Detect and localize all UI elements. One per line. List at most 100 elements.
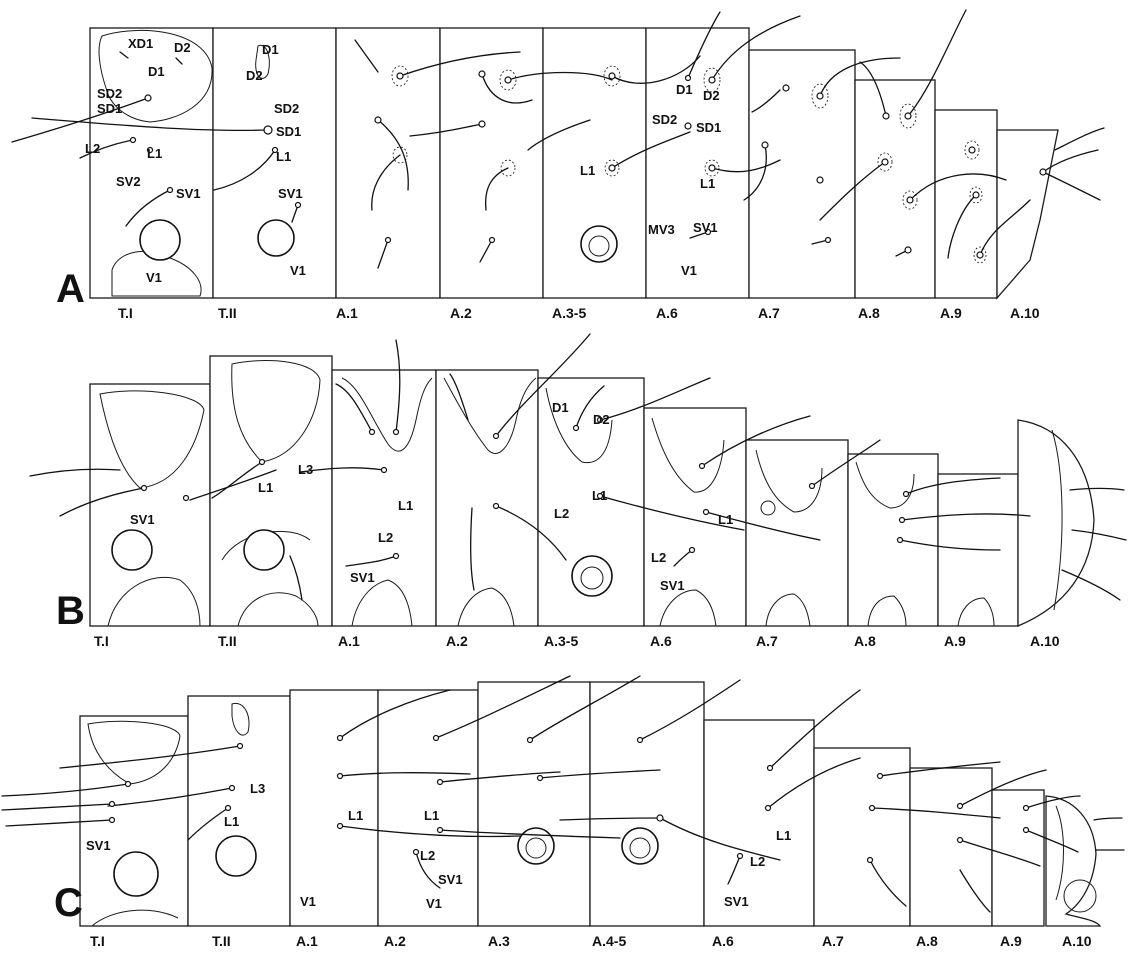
setal-label: SD1 [276, 124, 301, 139]
leg-base [107, 576, 201, 627]
setal-label: L1 [718, 512, 733, 527]
setal-base [504, 76, 512, 84]
seta [439, 771, 561, 783]
pinaculum [969, 186, 983, 204]
setal-base [271, 146, 279, 154]
setal-label: L1 [224, 814, 239, 829]
setal-base [968, 146, 976, 154]
setal-label: L2 [420, 848, 435, 863]
setal-base [384, 236, 392, 244]
setal-base [140, 484, 148, 492]
setal-base [432, 734, 440, 742]
segment-box [435, 369, 539, 627]
pinaculum [877, 152, 893, 172]
segment-label: A.3-5 [544, 633, 578, 649]
segment-label: A.6 [650, 633, 672, 649]
setal-base [1022, 826, 1030, 834]
setal-label: V1 [300, 894, 316, 909]
setal-label: SV1 [693, 220, 718, 235]
setal-label: SV1 [724, 894, 749, 909]
segment-label: A.1 [336, 305, 358, 321]
setal-base [336, 822, 344, 830]
segment-box [909, 767, 993, 927]
spiracle [139, 219, 181, 261]
setal-label: SV1 [176, 186, 201, 201]
setal-base [536, 774, 544, 782]
setal-base [478, 70, 486, 78]
segment-box [1017, 419, 1095, 627]
pinaculum [899, 103, 917, 129]
seta [979, 199, 1031, 256]
segment-label: A.2 [384, 933, 406, 949]
setal-base [146, 146, 154, 154]
segment-label: T.II [218, 633, 237, 649]
setal-base [478, 120, 486, 128]
setal-label: V1 [426, 896, 442, 911]
setal-label: SD2 [97, 86, 122, 101]
seta [811, 439, 881, 487]
setal-base [816, 92, 824, 100]
seta [439, 829, 621, 839]
seta [481, 73, 533, 104]
setal-label: L1 [348, 808, 363, 823]
seta [1061, 569, 1121, 601]
dorsal-outline [755, 449, 823, 513]
seta [959, 869, 991, 913]
seta [335, 383, 373, 433]
seta [1093, 817, 1123, 821]
segment-label: T.I [90, 933, 105, 949]
setal-base [698, 462, 706, 470]
setal-label: L1 [276, 149, 291, 164]
seta [59, 745, 241, 769]
setal-label: D1 [676, 82, 693, 97]
setal-label: V1 [146, 270, 162, 285]
setal-base [224, 804, 232, 812]
segment-label: A.8 [854, 633, 876, 649]
segment-box [745, 439, 849, 627]
setal-base [906, 196, 914, 204]
segment-box [212, 27, 337, 299]
setal-base [904, 246, 912, 254]
spiracle [215, 835, 257, 877]
setal-label: SV1 [438, 872, 463, 887]
setal-label: L1 [592, 488, 607, 503]
segment-label: A.3-5 [552, 305, 586, 321]
segment-box [703, 719, 815, 927]
setal-label: L1 [776, 828, 791, 843]
setal-base [492, 502, 500, 510]
pinaculum [391, 65, 409, 87]
segment-label: A.10 [1010, 305, 1040, 321]
segment-box [813, 747, 911, 927]
setal-label: SV1 [350, 570, 375, 585]
setal-base [902, 490, 910, 498]
seta [575, 385, 605, 429]
segment-box [289, 689, 379, 927]
setal-label: L1 [398, 498, 413, 513]
segment-label: A.7 [756, 633, 778, 649]
pinaculum [760, 500, 776, 516]
segment-box [477, 681, 591, 927]
segment-box [335, 27, 441, 299]
seta [11, 97, 149, 143]
seta [1025, 795, 1081, 809]
spiracle-inner [580, 566, 604, 590]
seta [599, 377, 711, 421]
seta [687, 11, 721, 79]
setal-base [636, 736, 644, 744]
seta [1071, 529, 1127, 541]
segment-box [1045, 795, 1102, 927]
seta [947, 194, 977, 259]
setal-label: L2 [85, 141, 100, 156]
setal-base [704, 228, 712, 236]
setal-base [396, 72, 404, 80]
seta [31, 117, 269, 132]
setal-label: SD2 [652, 112, 677, 127]
seta [871, 807, 1001, 819]
setal-label: L3 [250, 781, 265, 796]
setal-base [129, 136, 137, 144]
seta [859, 61, 887, 117]
segment-label: A.9 [1000, 933, 1022, 949]
seta [377, 239, 389, 269]
spiracle-inner [629, 837, 651, 859]
